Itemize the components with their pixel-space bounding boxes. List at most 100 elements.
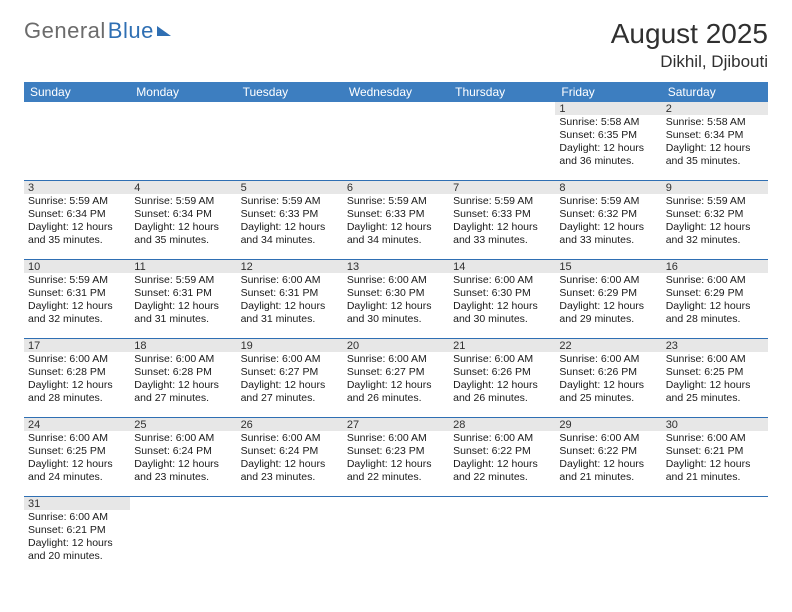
detail-dl2: and 34 minutes. [241, 234, 339, 247]
brand-logo: General Blue [24, 18, 171, 44]
detail-sunset: Sunset: 6:27 PM [241, 366, 339, 379]
detail-dl1: Daylight: 12 hours [347, 458, 445, 471]
brand-triangle-icon [157, 26, 171, 36]
detail-sunset: Sunset: 6:33 PM [453, 208, 551, 221]
day-details: Sunrise: 5:59 AMSunset: 6:32 PMDaylight:… [662, 194, 768, 251]
day-details: Sunrise: 6:00 AMSunset: 6:29 PMDaylight:… [662, 273, 768, 330]
detail-sunrise: Sunrise: 6:00 AM [28, 511, 126, 524]
detail-dl2: and 25 minutes. [559, 392, 657, 405]
day-details: Sunrise: 6:00 AMSunset: 6:31 PMDaylight:… [237, 273, 343, 330]
calendar-cell: 25Sunrise: 6:00 AMSunset: 6:24 PMDayligh… [130, 418, 236, 497]
calendar-cell: 5Sunrise: 5:59 AMSunset: 6:33 PMDaylight… [237, 181, 343, 260]
day-details: Sunrise: 5:59 AMSunset: 6:32 PMDaylight:… [555, 194, 661, 251]
brand-part1: General [24, 18, 106, 44]
day-number: 2 [662, 102, 768, 115]
detail-dl1: Daylight: 12 hours [134, 379, 232, 392]
day-number: 25 [130, 418, 236, 431]
calendar-cell: 1Sunrise: 5:58 AMSunset: 6:35 PMDaylight… [555, 102, 661, 181]
day-details: Sunrise: 5:59 AMSunset: 6:31 PMDaylight:… [130, 273, 236, 330]
detail-sunrise: Sunrise: 5:59 AM [28, 195, 126, 208]
detail-sunset: Sunset: 6:28 PM [134, 366, 232, 379]
detail-sunrise: Sunrise: 5:59 AM [453, 195, 551, 208]
day-details: Sunrise: 5:59 AMSunset: 6:31 PMDaylight:… [24, 273, 130, 330]
title-block: August 2025 Dikhil, Djibouti [611, 18, 768, 72]
detail-dl1: Daylight: 12 hours [241, 379, 339, 392]
detail-sunset: Sunset: 6:28 PM [28, 366, 126, 379]
detail-sunrise: Sunrise: 6:00 AM [134, 353, 232, 366]
calendar-cell [449, 102, 555, 181]
detail-sunrise: Sunrise: 5:59 AM [241, 195, 339, 208]
calendar-cell: 30Sunrise: 6:00 AMSunset: 6:21 PMDayligh… [662, 418, 768, 497]
detail-dl2: and 26 minutes. [453, 392, 551, 405]
calendar-cell: 27Sunrise: 6:00 AMSunset: 6:23 PMDayligh… [343, 418, 449, 497]
calendar-row: 3Sunrise: 5:59 AMSunset: 6:34 PMDaylight… [24, 181, 768, 260]
detail-dl2: and 32 minutes. [28, 313, 126, 326]
detail-dl1: Daylight: 12 hours [453, 458, 551, 471]
calendar-cell [662, 497, 768, 575]
detail-dl1: Daylight: 12 hours [134, 458, 232, 471]
detail-sunset: Sunset: 6:31 PM [28, 287, 126, 300]
day-number: 7 [449, 181, 555, 194]
detail-dl1: Daylight: 12 hours [666, 379, 764, 392]
calendar-cell: 21Sunrise: 6:00 AMSunset: 6:26 PMDayligh… [449, 339, 555, 418]
calendar-cell: 9Sunrise: 5:59 AMSunset: 6:32 PMDaylight… [662, 181, 768, 260]
topbar: General Blue August 2025 Dikhil, Djibout… [24, 18, 768, 72]
detail-dl1: Daylight: 12 hours [666, 221, 764, 234]
detail-sunrise: Sunrise: 6:00 AM [666, 353, 764, 366]
weekday-header: Thursday [449, 82, 555, 102]
detail-dl2: and 20 minutes. [28, 550, 126, 563]
weekday-header: Friday [555, 82, 661, 102]
detail-sunrise: Sunrise: 5:59 AM [134, 195, 232, 208]
detail-dl2: and 29 minutes. [559, 313, 657, 326]
day-number: 8 [555, 181, 661, 194]
detail-sunrise: Sunrise: 6:00 AM [666, 432, 764, 445]
weekday-header: Sunday [24, 82, 130, 102]
detail-sunset: Sunset: 6:30 PM [453, 287, 551, 300]
day-details: Sunrise: 6:00 AMSunset: 6:23 PMDaylight:… [343, 431, 449, 488]
day-details: Sunrise: 6:00 AMSunset: 6:29 PMDaylight:… [555, 273, 661, 330]
day-details [555, 498, 661, 502]
page-subtitle: Dikhil, Djibouti [611, 52, 768, 72]
detail-sunrise: Sunrise: 6:00 AM [28, 432, 126, 445]
detail-sunset: Sunset: 6:31 PM [241, 287, 339, 300]
detail-dl2: and 25 minutes. [666, 392, 764, 405]
day-details [343, 103, 449, 107]
day-details: Sunrise: 5:59 AMSunset: 6:33 PMDaylight:… [237, 194, 343, 251]
detail-sunrise: Sunrise: 6:00 AM [453, 353, 551, 366]
weekday-header: Tuesday [237, 82, 343, 102]
detail-sunrise: Sunrise: 6:00 AM [134, 432, 232, 445]
calendar-cell [237, 497, 343, 575]
weekday-header: Monday [130, 82, 236, 102]
detail-sunset: Sunset: 6:34 PM [666, 129, 764, 142]
day-details: Sunrise: 5:59 AMSunset: 6:34 PMDaylight:… [24, 194, 130, 251]
day-number: 26 [237, 418, 343, 431]
day-details [237, 498, 343, 502]
detail-dl2: and 31 minutes. [134, 313, 232, 326]
calendar-cell: 31Sunrise: 6:00 AMSunset: 6:21 PMDayligh… [24, 497, 130, 575]
detail-sunset: Sunset: 6:24 PM [241, 445, 339, 458]
calendar-row: 1Sunrise: 5:58 AMSunset: 6:35 PMDaylight… [24, 102, 768, 181]
detail-sunset: Sunset: 6:33 PM [241, 208, 339, 221]
detail-dl2: and 30 minutes. [453, 313, 551, 326]
day-details [130, 103, 236, 107]
detail-sunset: Sunset: 6:29 PM [559, 287, 657, 300]
day-details [449, 498, 555, 502]
calendar-cell [130, 102, 236, 181]
calendar-row: 10Sunrise: 5:59 AMSunset: 6:31 PMDayligh… [24, 260, 768, 339]
day-details: Sunrise: 5:59 AMSunset: 6:33 PMDaylight:… [343, 194, 449, 251]
weekday-header: Wednesday [343, 82, 449, 102]
day-number: 19 [237, 339, 343, 352]
detail-dl1: Daylight: 12 hours [453, 221, 551, 234]
detail-dl1: Daylight: 12 hours [666, 142, 764, 155]
detail-sunrise: Sunrise: 5:58 AM [559, 116, 657, 129]
detail-sunrise: Sunrise: 6:00 AM [347, 274, 445, 287]
detail-sunset: Sunset: 6:25 PM [28, 445, 126, 458]
detail-sunset: Sunset: 6:31 PM [134, 287, 232, 300]
calendar-cell: 13Sunrise: 6:00 AMSunset: 6:30 PMDayligh… [343, 260, 449, 339]
detail-sunrise: Sunrise: 6:00 AM [347, 353, 445, 366]
detail-sunrise: Sunrise: 5:59 AM [347, 195, 445, 208]
detail-dl1: Daylight: 12 hours [241, 458, 339, 471]
detail-sunset: Sunset: 6:35 PM [559, 129, 657, 142]
detail-sunrise: Sunrise: 6:00 AM [241, 274, 339, 287]
detail-dl2: and 35 minutes. [666, 155, 764, 168]
